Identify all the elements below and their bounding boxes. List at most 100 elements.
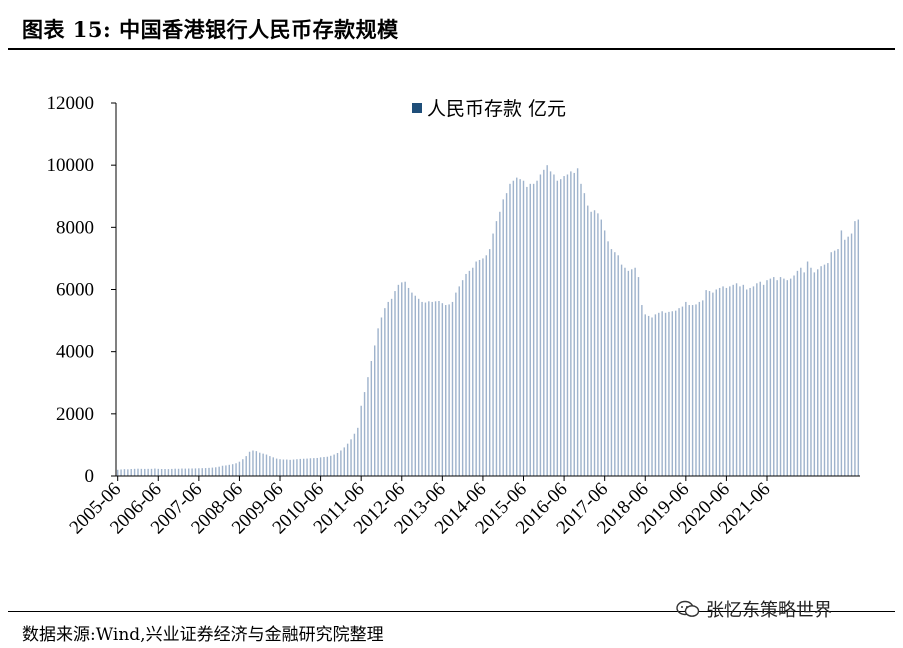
bar — [566, 174, 569, 477]
bar — [854, 221, 856, 476]
bar — [374, 345, 376, 476]
bar — [313, 458, 315, 476]
bar — [458, 286, 460, 476]
bar — [472, 267, 474, 476]
bar — [492, 233, 494, 476]
bar — [221, 465, 224, 476]
bar — [279, 459, 281, 476]
bar — [634, 267, 636, 476]
bar — [140, 468, 143, 476]
bar — [445, 305, 447, 476]
y-tick-label: 6000 — [56, 280, 94, 301]
bar — [742, 284, 745, 476]
bar — [306, 458, 308, 476]
bar — [461, 280, 464, 476]
bar — [421, 301, 423, 476]
bar — [783, 278, 785, 476]
bar — [177, 468, 180, 476]
bar — [803, 272, 805, 476]
bar — [343, 447, 345, 476]
bar — [289, 459, 291, 476]
bar — [607, 241, 609, 476]
bar — [563, 176, 565, 477]
bar — [502, 199, 504, 477]
legend-swatch — [412, 103, 422, 113]
bar — [539, 174, 542, 477]
bar — [275, 458, 278, 476]
bar — [658, 312, 660, 476]
bar — [336, 453, 339, 476]
bar — [681, 306, 684, 476]
bar — [698, 301, 701, 476]
bar — [265, 454, 268, 476]
bar — [678, 308, 680, 476]
bar — [712, 292, 714, 476]
bar — [827, 263, 829, 476]
bar — [722, 286, 724, 476]
bar — [245, 456, 247, 476]
bar — [580, 183, 582, 476]
bar — [323, 457, 325, 476]
bar — [282, 459, 285, 476]
bar — [661, 311, 663, 476]
bar — [705, 290, 707, 476]
y-tick-label: 4000 — [56, 342, 94, 363]
bar — [407, 287, 410, 476]
bar — [637, 277, 640, 476]
bar — [380, 317, 383, 476]
bar — [746, 289, 748, 476]
bar — [671, 311, 674, 476]
bar — [600, 219, 602, 476]
bar — [735, 283, 738, 476]
bar — [390, 298, 393, 476]
bar — [691, 305, 694, 476]
bar — [238, 461, 241, 476]
bar — [651, 317, 653, 476]
bar — [299, 458, 302, 476]
bar — [431, 301, 433, 476]
bar — [587, 205, 589, 476]
bar — [384, 308, 386, 476]
bar — [397, 284, 400, 476]
bar — [309, 458, 312, 476]
bar — [269, 456, 271, 476]
y-tick-label: 2000 — [56, 404, 94, 425]
bar — [171, 468, 173, 476]
x-axis: 2005-062006-062007-062008-062009-062010-… — [66, 475, 860, 538]
bar — [198, 468, 200, 476]
bar — [363, 392, 366, 476]
watermark-text: 张忆东策略世界 — [706, 600, 832, 621]
bar — [215, 467, 217, 476]
bar — [509, 183, 511, 476]
bar — [164, 469, 166, 476]
bar — [749, 287, 751, 476]
wechat-icon — [676, 600, 700, 617]
bar — [262, 453, 264, 476]
bar — [353, 433, 356, 476]
bar — [475, 261, 477, 476]
bar — [160, 469, 163, 476]
bar — [617, 255, 619, 476]
bar — [631, 269, 633, 476]
bar — [394, 291, 396, 476]
bar — [641, 305, 643, 476]
watermark: 张忆东策略世界 — [676, 596, 832, 622]
bar — [597, 213, 599, 476]
bar — [536, 180, 538, 476]
bar — [620, 264, 623, 476]
bar — [150, 468, 153, 476]
bar — [603, 230, 606, 476]
bar — [543, 169, 545, 476]
bar — [235, 463, 237, 476]
bar — [211, 467, 214, 476]
deposit-bar-chart: 0 2000 4000 6000 8000 10000 12000 2005-062006-… — [47, 93, 860, 538]
bar — [695, 304, 697, 476]
bar — [549, 171, 552, 476]
bar — [532, 183, 535, 476]
bar — [292, 459, 295, 476]
bar — [786, 280, 788, 476]
bar — [789, 278, 792, 476]
bar — [817, 269, 819, 476]
bar — [127, 469, 129, 476]
bar — [756, 283, 758, 476]
